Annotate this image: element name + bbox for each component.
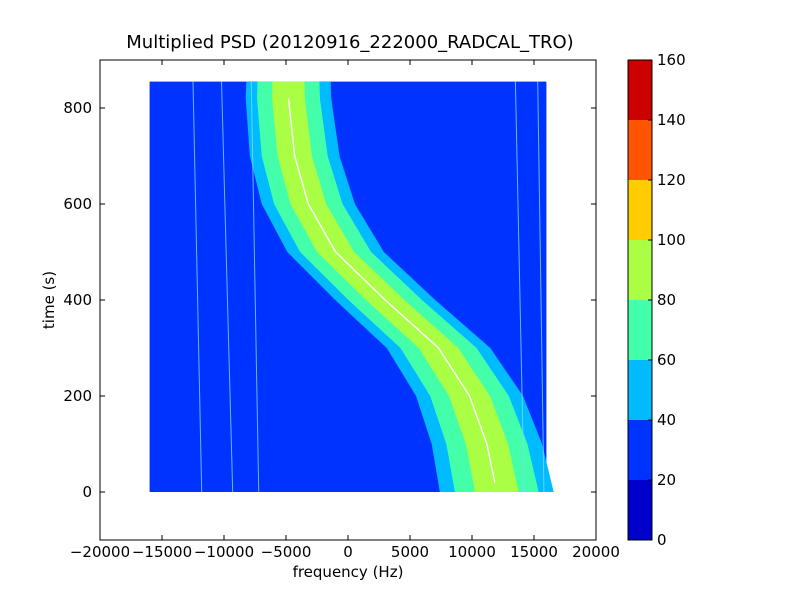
x-axis-label: frequency (Hz) [293, 563, 404, 581]
x-tick-label: −15000 [132, 543, 192, 561]
x-tick-label: −10000 [194, 543, 254, 561]
colorbar-segment [628, 180, 652, 240]
colorbar: 0 20 40 60 80 100 120 140 160 [627, 51, 686, 549]
y-tick-label: 400 [63, 291, 92, 309]
colorbar-segment [628, 480, 652, 540]
colorbar-tick-label: 160 [657, 51, 686, 69]
colorbar-segment [628, 60, 652, 120]
colorbar-segment [628, 420, 652, 480]
x-tick-label: 5000 [391, 543, 429, 561]
plot-area: −20000 −15000 −10000 −5000 0 5000 10000 15000 20… [63, 59, 620, 561]
colorbar-tick-label: 140 [657, 111, 686, 129]
colorbar-tick-label: 40 [657, 411, 676, 429]
signal-track-line [287, 98, 496, 483]
faint-line-1 [221, 81, 234, 493]
colorbar-tick-label: 100 [657, 231, 686, 249]
y-axis-ticks: 0 200 400 600 800 [63, 99, 596, 501]
y-tick-label: 200 [63, 387, 92, 405]
x-tick-label: 20000 [572, 543, 620, 561]
colorbar-tick-label: 60 [657, 351, 676, 369]
x-axis-ticks: −20000 −15000 −10000 −5000 0 5000 10000 15000 20… [70, 60, 620, 561]
signal-band-2 [272, 81, 519, 492]
faint-line-3 [514, 81, 525, 493]
x-tick-label: 10000 [448, 543, 496, 561]
faint-line-2 [250, 81, 260, 493]
colorbar-segment [628, 300, 652, 360]
y-axis-label: time (s) [40, 271, 58, 329]
x-tick-label: 15000 [510, 543, 558, 561]
heatmap-layer [149, 81, 554, 493]
colorbar-tick-label: 120 [657, 171, 686, 189]
y-tick-label: 0 [82, 483, 92, 501]
colorbar-tick-label: 20 [657, 471, 676, 489]
x-tick-label: −5000 [261, 543, 312, 561]
y-tick-label: 600 [63, 195, 92, 213]
colorbar-tick-label: 80 [657, 291, 676, 309]
faint-line-0 [192, 81, 203, 493]
colorbar-segment [628, 360, 652, 420]
colorbar-segment [628, 240, 652, 300]
y-tick-label: 800 [63, 99, 92, 117]
x-tick-label: 0 [343, 543, 353, 561]
colorbar-segment [628, 120, 652, 180]
chart-title: Multiplied PSD (20120916_222000_RADCAL_T… [126, 32, 573, 53]
colorbar-tick-label: 0 [657, 531, 667, 549]
faint-line-4 [537, 81, 545, 493]
x-tick-label: −20000 [70, 543, 130, 561]
